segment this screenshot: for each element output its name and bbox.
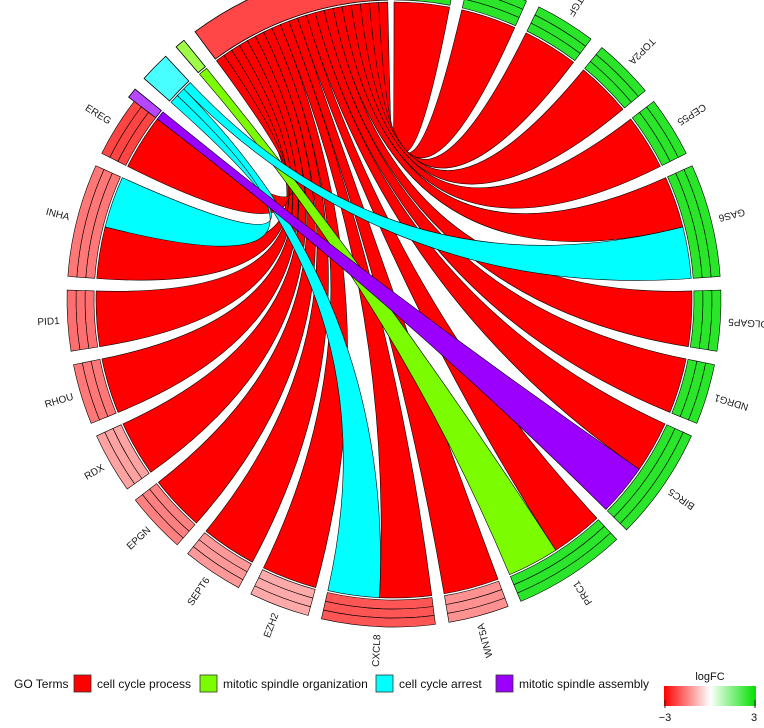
gene-label-ndrg1: NDRG1 — [713, 391, 750, 412]
gene-block-rdx-band-3 — [96, 431, 135, 490]
ribbons-layer — [95, 1, 693, 599]
gene-label-cxcl8: CXCL8 — [371, 634, 384, 667]
legend-label-mitotic-spindle-assembly: mitotic spindle assembly — [519, 677, 649, 691]
legend-title: GO Terms — [14, 677, 68, 691]
gene-label-inha: INHA — [45, 207, 71, 224]
gene-label-rhou: RHOU — [44, 392, 75, 411]
gene-block-wnt5a-band-3 — [447, 597, 509, 623]
gene-label-ezh2: EZH2 — [262, 611, 281, 639]
gene-block-ereg-band-3 — [101, 100, 142, 158]
gene-block-anln-band-3 — [498, 0, 527, 10]
gene-block-ezh2-band-3 — [250, 585, 311, 616]
gene-block-pid1-band-3 — [66, 289, 81, 352]
legend-swatch-mitotic-spindle-organization — [199, 674, 218, 693]
gene-label-ctgf: CTGF — [565, 0, 589, 18]
gene-label-epgn: EPGN — [125, 525, 153, 552]
gene-block-top2a-band-3 — [595, 47, 646, 97]
gene-block-gas6-band-3 — [683, 165, 721, 278]
gene-block-fam64a-band-1 — [393, 0, 452, 6]
logfc-color-scale: logFC −3 3 — [659, 671, 757, 724]
gene-block-ndrg1-band-3 — [688, 362, 715, 424]
gene-block-epgn-band-3 — [134, 494, 184, 546]
term-arc-mitotic-spindle-assembly — [128, 88, 162, 119]
gene-label-pid1: PID1 — [37, 316, 60, 328]
term-arc-cell-cycle-arrest — [143, 55, 190, 102]
gene-block-anln-band-2 — [466, 0, 524, 18]
gene-label-dlgap5: DLGAP5 — [728, 316, 764, 330]
ribbon-prc1-mitotic-spindle-organization — [199, 67, 557, 576]
gene-block-rhou-band-3 — [73, 362, 100, 424]
legend-swatch-cell-cycle-process — [73, 674, 92, 693]
gene-block-sept6-band-3 — [187, 546, 244, 589]
gene-block-cep55-band-3 — [646, 100, 687, 158]
gene-label-prc1: PRC1 — [571, 578, 595, 607]
gene-block-inha-band-3 — [67, 165, 105, 278]
gene-label-cep55: CEP55 — [675, 101, 708, 127]
term-arcs-layer — [128, 0, 389, 119]
gene-label-sept6: SEPT6 — [186, 575, 213, 608]
gene-block-prc1-band-3 — [516, 532, 618, 602]
scale-gradient-bar — [664, 686, 756, 706]
gene-blocks-layer — [66, 0, 722, 628]
gene-label-rdx: RDX — [83, 462, 107, 482]
scale-max-label: 3 — [751, 712, 757, 724]
legend-swatch-mitotic-spindle-assembly — [495, 674, 514, 693]
gene-block-birc5-band-3 — [619, 431, 692, 531]
gene-block-dlgap5-band-3 — [707, 289, 722, 352]
gene-block-cxcl8-band-3 — [321, 609, 436, 628]
gene-label-gas6: GAS6 — [717, 206, 746, 223]
term-arc-cell-cycle-process — [194, 0, 389, 60]
gene-label-ereg: EREG — [83, 103, 113, 127]
legend-label-cell-cycle-arrest: cell cycle arrest — [399, 677, 482, 691]
legend-label-mitotic-spindle-organization: mitotic spindle organization — [223, 677, 368, 691]
gene-label-wnt5a: WNT5A — [476, 622, 496, 659]
term-arc-mitotic-spindle-organization — [175, 39, 206, 74]
legend-label-cell-cycle-process: cell cycle process — [97, 677, 191, 691]
go-terms-legend: GO Terms cell cycle process mitotic spin… — [14, 674, 649, 693]
ribbon-birc5-mitotic-spindle-assembly — [156, 111, 640, 510]
gene-label-top2a: TOP2A — [626, 35, 657, 66]
gene-block-ctgf-band-3 — [534, 6, 592, 47]
scale-min-label: −3 — [659, 712, 672, 724]
legend-swatch-cell-cycle-arrest — [375, 674, 394, 693]
ribbon-inha-cell-cycle-arrest — [104, 95, 272, 247]
scale-title: logFC — [695, 671, 724, 683]
gene-label-birc5: BIRC5 — [666, 485, 697, 511]
